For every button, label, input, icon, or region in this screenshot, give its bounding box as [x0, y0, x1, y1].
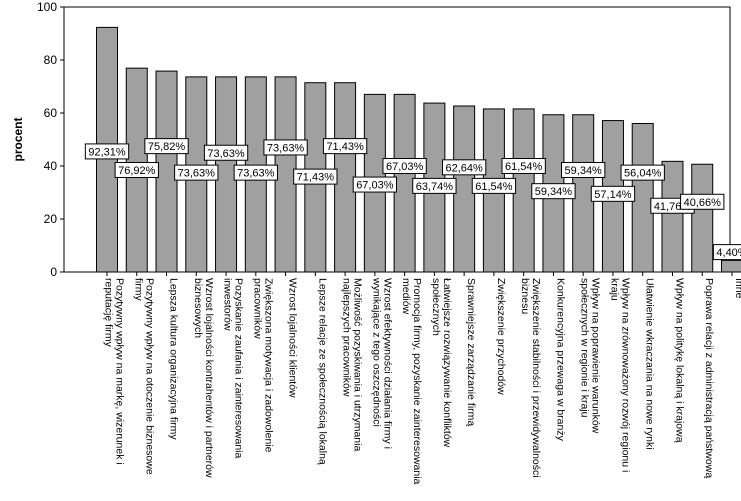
category-label: Pozytywny wpływ na markę, wizerunek i: [114, 278, 126, 465]
value-label: 71,43%: [297, 172, 335, 184]
value-label: 73,63%: [237, 168, 275, 180]
value-label: 59,34%: [565, 165, 603, 177]
category-label: Łatwiejsze rozwiązywanie konfliktów: [441, 278, 453, 448]
category-label: Promocja firmy, pozyskanie zainteresowan…: [411, 278, 423, 485]
value-label: 73,63%: [178, 168, 216, 180]
category-label: Poprawa relacji z administracją państwow…: [703, 278, 715, 478]
y-tick-label: 100: [37, 0, 57, 14]
value-label: 56,04%: [624, 168, 662, 180]
value-label-box: [712, 244, 741, 261]
value-label-box: [322, 138, 368, 155]
y-axis-title: procent: [11, 117, 25, 161]
value-label-box: [382, 158, 427, 174]
category-label: Sprawniejsze zarządzanie firmą: [465, 278, 477, 426]
y-tick-label: 60: [44, 106, 58, 120]
category-label: firmy: [132, 278, 144, 301]
bar: [631, 122, 654, 273]
bar: [453, 105, 476, 273]
value-label-box: [531, 183, 576, 200]
category-label: Lepsze relacje ze społecznością lokalną: [316, 278, 328, 465]
category-label: kraju: [608, 278, 620, 301]
y-tick-label: 40: [44, 159, 58, 173]
value-label: 59,34%: [535, 186, 573, 198]
category-label: Wzrost lojalności klientów: [287, 278, 299, 398]
bar: [155, 70, 178, 273]
category-label: Pozytywny wpływ na otoczenie biznesowe: [143, 278, 155, 475]
value-label-box: [263, 139, 308, 156]
bar: [512, 108, 535, 273]
y-tick-label: 0: [50, 265, 57, 279]
value-label: 71,43%: [326, 141, 364, 153]
value-label-box: [174, 164, 219, 181]
value-label: 61,54%: [475, 181, 513, 193]
category-label: Wpływ na politykę lokalną i krajową: [673, 278, 685, 443]
bar: [661, 160, 684, 273]
category-label: Pozyskanie zaufania i zainteresowania: [233, 278, 245, 459]
value-label: 67,03%: [386, 161, 424, 173]
category-label: mediów: [400, 278, 412, 315]
category-label: Lepsza kultura organizacyjna firmy: [168, 278, 180, 440]
value-label-box: [620, 164, 665, 181]
y-tick-label: 80: [44, 53, 58, 67]
bar: [393, 93, 416, 273]
category-label: społecznych w regionie i kraju: [579, 278, 591, 418]
value-label: 75,82%: [148, 141, 186, 153]
category-label: Ułatwienie wkraczania na nowe rynki: [644, 278, 656, 450]
category-label: najlepszych pracowników: [341, 278, 353, 397]
bar: [274, 76, 297, 273]
value-label-box: [233, 164, 278, 181]
category-label: pracowników: [251, 278, 263, 339]
y-tick-label: 20: [44, 212, 58, 226]
value-label-box: [412, 177, 457, 194]
value-label-box: [501, 158, 546, 174]
value-label: 62,64%: [445, 162, 483, 174]
category-label: biznesowych: [192, 278, 204, 338]
bar: [334, 82, 357, 273]
value-label-box: [114, 161, 159, 178]
value-label: 73,63%: [207, 148, 245, 160]
value-label-box: [352, 176, 398, 193]
category-label: Inne: [733, 278, 741, 299]
value-label-box: [680, 193, 725, 210]
bar: [691, 163, 714, 273]
bar: [215, 76, 238, 273]
value-label: 57,14%: [594, 189, 632, 201]
value-label-box: [203, 144, 249, 161]
value-label-box: [293, 168, 338, 185]
category-label: Wzrost efektywności działania firmy i: [381, 278, 393, 449]
bar: [721, 259, 741, 273]
category-label: Zwiększona motywacja i zadowolenie: [262, 278, 274, 453]
value-label-box: [441, 159, 487, 176]
category-label: Możliwość pozyskiwania i utrzymania: [352, 278, 364, 451]
category-label: inwestorów: [222, 278, 234, 331]
value-label: 63,74%: [416, 181, 454, 193]
category-label: Zwiększenie stabilności i przewidywalnoś…: [530, 278, 542, 478]
value-label-box: [590, 185, 636, 202]
value-label: 76,92%: [118, 165, 156, 177]
value-label: 40,66%: [684, 197, 722, 209]
category-label: biznesu: [519, 278, 531, 314]
category-label: Wpływ na poprawienie warunków: [590, 278, 602, 434]
value-label: 67,03%: [356, 180, 394, 192]
value-label-box: [561, 161, 606, 178]
category-label: Wpływ na zrównoważony rozwój regionu i: [619, 278, 631, 472]
category-label: Konkurencyjna przewaga w branży: [554, 278, 566, 442]
value-label: 73,63%: [267, 142, 305, 154]
category-label: Wzrost lojalności kontrahentów i partner…: [203, 278, 215, 478]
value-label: 92,31%: [88, 146, 126, 158]
value-label-box: [471, 177, 517, 194]
category-label: wynikające z tego oszczędności: [370, 277, 382, 427]
category-label: reputację firmy: [103, 278, 115, 348]
bar: [572, 114, 595, 273]
value-label: 61,54%: [505, 161, 543, 173]
value-label: 4,40%: [716, 247, 741, 259]
category-label: Zwiększenie przychodów: [495, 278, 507, 395]
value-label-box: [84, 143, 130, 160]
value-label-box: [144, 138, 189, 155]
category-label: społecznych: [430, 278, 442, 336]
